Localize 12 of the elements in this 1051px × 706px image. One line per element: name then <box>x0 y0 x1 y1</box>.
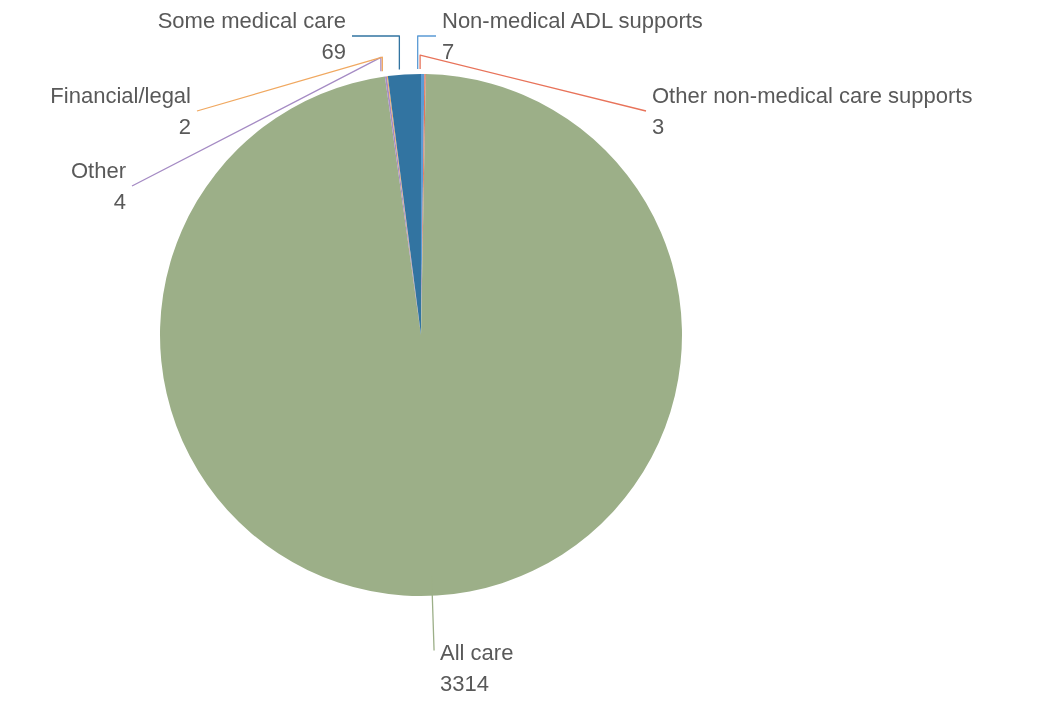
data-label: 4 <box>113 188 126 214</box>
data-label: 69 <box>321 38 346 64</box>
data-label: 3 <box>652 113 665 139</box>
slice-label: Financial/legal <box>50 83 191 108</box>
data-label: 7 <box>442 38 455 64</box>
data-label: 3314 <box>440 671 490 697</box>
slice-label: Some medical care <box>157 8 346 33</box>
data-label: 2 <box>178 113 191 139</box>
slice-label: All care <box>440 640 514 666</box>
slice-label: Non-medical ADL supports <box>442 8 703 33</box>
slice-label: Other non-medical care supports <box>652 83 973 108</box>
slice-label: Other <box>70 158 126 183</box>
